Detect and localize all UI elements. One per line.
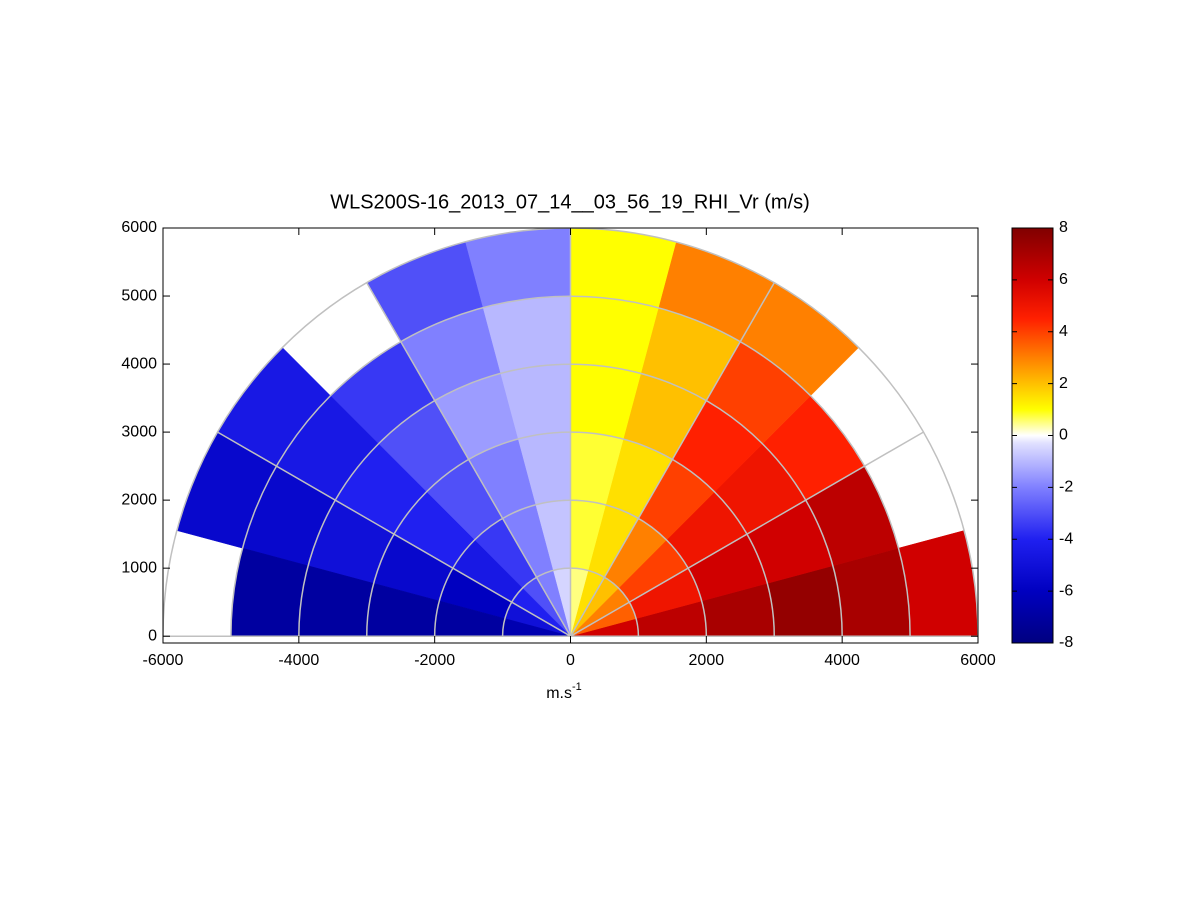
y-tick-label: 2000 <box>121 491 157 508</box>
y-tick-label: 4000 <box>121 355 157 372</box>
y-tick-label: 1000 <box>121 559 157 576</box>
colorbar-tick-label: -2 <box>1059 479 1073 496</box>
x-axis-label-sup: -1 <box>572 681 582 693</box>
y-tick-label: 0 <box>148 627 157 644</box>
y-tick-label: 3000 <box>121 423 157 440</box>
angle-spoke <box>366 282 572 637</box>
colorbar-tick-label: -8 <box>1059 634 1073 651</box>
x-tick-label: -4000 <box>278 652 319 669</box>
colorbar-tick-label: 4 <box>1059 323 1068 340</box>
colorbar-tick-label: 2 <box>1059 375 1068 392</box>
y-tick-label: 6000 <box>121 219 157 236</box>
x-tick-label: -6000 <box>143 652 184 669</box>
x-tick-label: 2000 <box>689 652 725 669</box>
plot-area <box>163 228 978 637</box>
x-axis-label: m.s-1 <box>546 681 582 702</box>
x-tick-label: -2000 <box>414 652 455 669</box>
velocity-cell <box>464 228 571 308</box>
colorbar-tick-label: 8 <box>1059 219 1068 236</box>
x-tick-label: 4000 <box>824 652 860 669</box>
x-axis-label-base: m.s <box>546 685 572 702</box>
chart-title: WLS200S-16_2013_07_14__03_56_19_RHI_Vr (… <box>330 191 810 213</box>
colorbar-tick-label: -6 <box>1059 582 1073 599</box>
colorbar-tick-label: 0 <box>1059 427 1068 444</box>
x-tick-label: 6000 <box>960 652 996 669</box>
colorbar-tick-label: 6 <box>1059 271 1068 288</box>
angle-spoke <box>569 282 775 637</box>
angle-spoke <box>217 431 571 637</box>
colorbar-tick-label: -4 <box>1059 530 1073 547</box>
colorbar <box>1011 227 1054 644</box>
y-tick-label: 5000 <box>121 287 157 304</box>
angle-spoke <box>570 431 924 637</box>
x-tick-label: 0 <box>566 652 575 669</box>
velocity-cell <box>570 228 677 308</box>
